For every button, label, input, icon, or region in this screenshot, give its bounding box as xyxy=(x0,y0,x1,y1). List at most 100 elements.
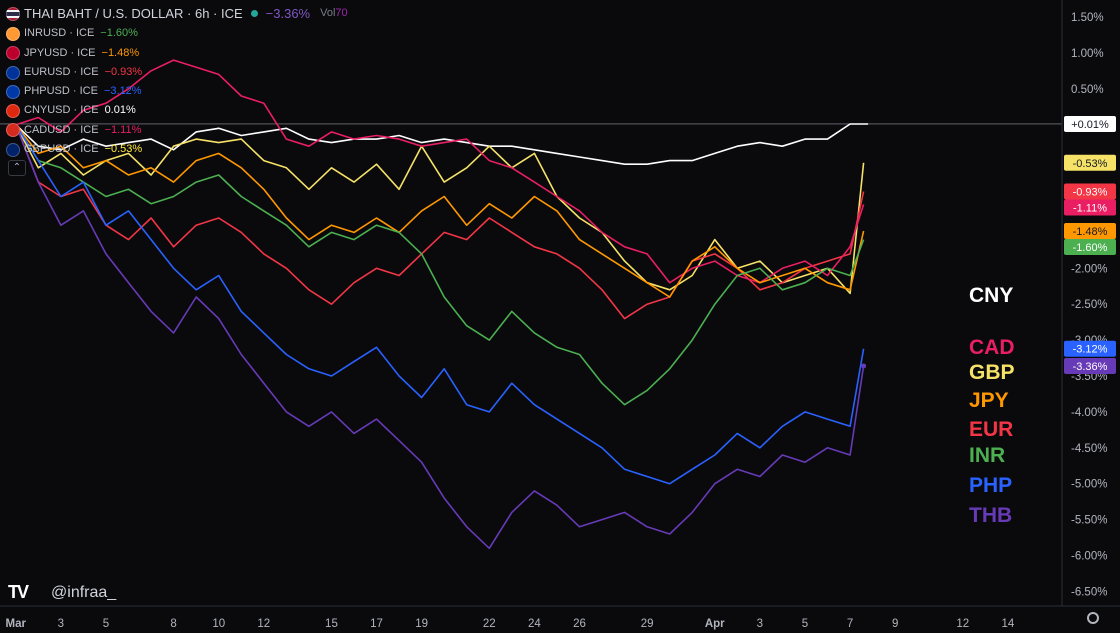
y-tick-label: -5.50% xyxy=(1071,515,1107,527)
volume-label: Vol70 xyxy=(320,4,348,23)
y-tick-label: -6.00% xyxy=(1071,551,1107,563)
thailand-flag-icon xyxy=(6,6,20,21)
flag-icon xyxy=(6,65,20,80)
legend-change: −1.11% xyxy=(104,123,142,136)
legend-change: −0.93% xyxy=(104,65,143,78)
x-tick-label: 9 xyxy=(892,618,898,630)
currency-label-cad: CAD xyxy=(969,336,1015,359)
flag-icon xyxy=(6,84,20,99)
currency-label-inr: INR xyxy=(969,444,1006,467)
last-value-tag-bg xyxy=(1064,183,1116,200)
flag-icon xyxy=(6,26,20,41)
legend-item[interactable]: INRUSD · ICE −1.60% xyxy=(6,24,348,43)
legend-main-series[interactable]: THAI BAHT / U.S. DOLLAR · 6h · ICE −3.36… xyxy=(6,4,348,23)
last-value-tag-bg xyxy=(1064,199,1116,216)
x-tick-label: 3 xyxy=(757,618,763,630)
last-value-tag-gbp: -0.53% xyxy=(1064,154,1116,171)
series-line-inr xyxy=(15,124,865,406)
currency-label-gbp: GBP xyxy=(969,361,1015,384)
gear-icon[interactable] xyxy=(1087,612,1099,624)
last-value-tag-thb: -3.36% xyxy=(1064,357,1116,374)
x-tick-label: 14 xyxy=(1001,618,1014,630)
last-value-tag-text: -0.93% xyxy=(1073,186,1108,198)
legend-change: −0.53% xyxy=(104,143,143,156)
last-point-marker xyxy=(861,363,867,369)
y-tick-label: -2.00% xyxy=(1071,263,1107,275)
series-line-php xyxy=(15,124,865,485)
last-value-tag-text: -0.53% xyxy=(1073,158,1108,170)
x-tick-label: Mar xyxy=(6,618,27,630)
last-value-tag-text: -3.12% xyxy=(1073,344,1108,356)
x-tick-label: 3 xyxy=(58,618,64,630)
x-tick-label: 5 xyxy=(802,618,808,630)
currency-label-cny: CNY xyxy=(969,284,1014,307)
currency-label-php: PHP xyxy=(969,474,1013,497)
brand-watermark: TV @infraa_ xyxy=(8,582,116,603)
legend-symbol: JPYUSD · ICE xyxy=(24,46,96,59)
legend-item[interactable]: JPYUSD · ICE −1.48% xyxy=(6,44,348,63)
series-line-eur xyxy=(15,124,865,320)
legend-item[interactable]: GBPUSD · ICE −0.53% xyxy=(6,140,348,159)
main-series-title: THAI BAHT / U.S. DOLLAR · 6h · ICE xyxy=(24,6,243,21)
last-value-tag-php: -3.12% xyxy=(1064,340,1116,357)
last-value-tag-bg xyxy=(1064,340,1116,357)
last-value-tag-jpy: -1.48% xyxy=(1064,222,1116,239)
x-tick-label: 26 xyxy=(573,618,586,630)
collapse-legend-button[interactable]: ⌃ xyxy=(8,160,26,176)
legend-change: −1.60% xyxy=(100,27,138,40)
last-value-tag-bg xyxy=(1064,154,1116,171)
x-tick-label: 19 xyxy=(415,618,428,630)
y-axis[interactable]: 1.50%1.00%0.50%-2.00%-2.50%-3.00%-3.50%-… xyxy=(1061,0,1107,606)
x-tick-label: 12 xyxy=(956,618,969,630)
main-series-change: −3.36% xyxy=(265,6,311,21)
series-line-jpy xyxy=(15,124,865,298)
legend-item[interactable]: PHPUSD · ICE −3.12% xyxy=(6,82,348,101)
legend-item[interactable]: CADUSD · ICE −1.11% xyxy=(6,121,348,140)
currency-label-eur: EUR xyxy=(969,418,1014,441)
last-value-tag-text: -3.36% xyxy=(1073,361,1108,373)
x-tick-label: 10 xyxy=(212,618,225,630)
y-tick-label: 1.50% xyxy=(1071,12,1104,24)
legend-change: −1.48% xyxy=(101,46,140,59)
x-tick-label: 15 xyxy=(325,618,338,630)
legend-change: 0.01% xyxy=(104,104,136,117)
last-value-tag-cad: -1.11% xyxy=(1064,199,1116,216)
last-value-tag-bg xyxy=(1064,357,1116,374)
market-status-dot xyxy=(250,10,258,18)
legend-symbol: GBPUSD · ICE xyxy=(24,143,99,156)
series-line-gbp xyxy=(15,124,865,295)
x-tick-label: 24 xyxy=(528,618,541,630)
y-tick-label: -5.00% xyxy=(1071,479,1107,491)
last-value-tag-bg xyxy=(1064,222,1116,239)
y-tick-label: -6.50% xyxy=(1071,586,1107,598)
x-tick-label: 5 xyxy=(103,618,109,630)
last-value-tag-text: +0.01% xyxy=(1071,119,1109,131)
series-line-thb xyxy=(15,124,865,550)
x-axis[interactable]: Mar 3 5 8 10 12 15 17 19 22 24 26 29 Apr 3 5 7 9 12 14 xyxy=(0,605,1120,630)
volume-label-text: Vol xyxy=(320,7,336,19)
last-value-tag-bg xyxy=(1064,238,1116,255)
legend-symbol: CNYUSD · ICE xyxy=(24,104,99,117)
series-line-cad xyxy=(15,59,865,284)
legend-item[interactable]: EURUSD · ICE −0.93% xyxy=(6,63,348,82)
legend-item[interactable]: CNYUSD · ICE 0.01% xyxy=(6,101,348,120)
x-tick-label: 12 xyxy=(257,618,270,630)
y-tick-label: -2.50% xyxy=(1071,299,1107,311)
legend-symbol: PHPUSD · ICE xyxy=(24,85,98,98)
x-tick-label: 29 xyxy=(641,618,654,630)
legend: THAI BAHT / U.S. DOLLAR · 6h · ICE −3.36… xyxy=(6,4,348,159)
author-handle: @infraa_ xyxy=(51,583,117,601)
currency-label-jpy: JPY xyxy=(969,389,1009,412)
last-value-tag-inr: -1.60% xyxy=(1064,238,1116,255)
last-value-tags: +0.01% -0.53% -0.93% -1.11% -1.48% -1.60% -3.1… xyxy=(1064,115,1116,374)
x-tick-label: 17 xyxy=(370,618,383,630)
last-value-tag-text: -1.48% xyxy=(1073,226,1108,238)
flag-icon xyxy=(6,104,20,119)
legend-symbol: EURUSD · ICE xyxy=(24,65,99,78)
y-tick-label: 1.00% xyxy=(1071,48,1104,60)
flag-icon xyxy=(6,46,20,61)
x-tick-label: 7 xyxy=(847,618,853,630)
flag-icon xyxy=(6,142,20,157)
y-tick-label: -3.50% xyxy=(1071,371,1107,383)
